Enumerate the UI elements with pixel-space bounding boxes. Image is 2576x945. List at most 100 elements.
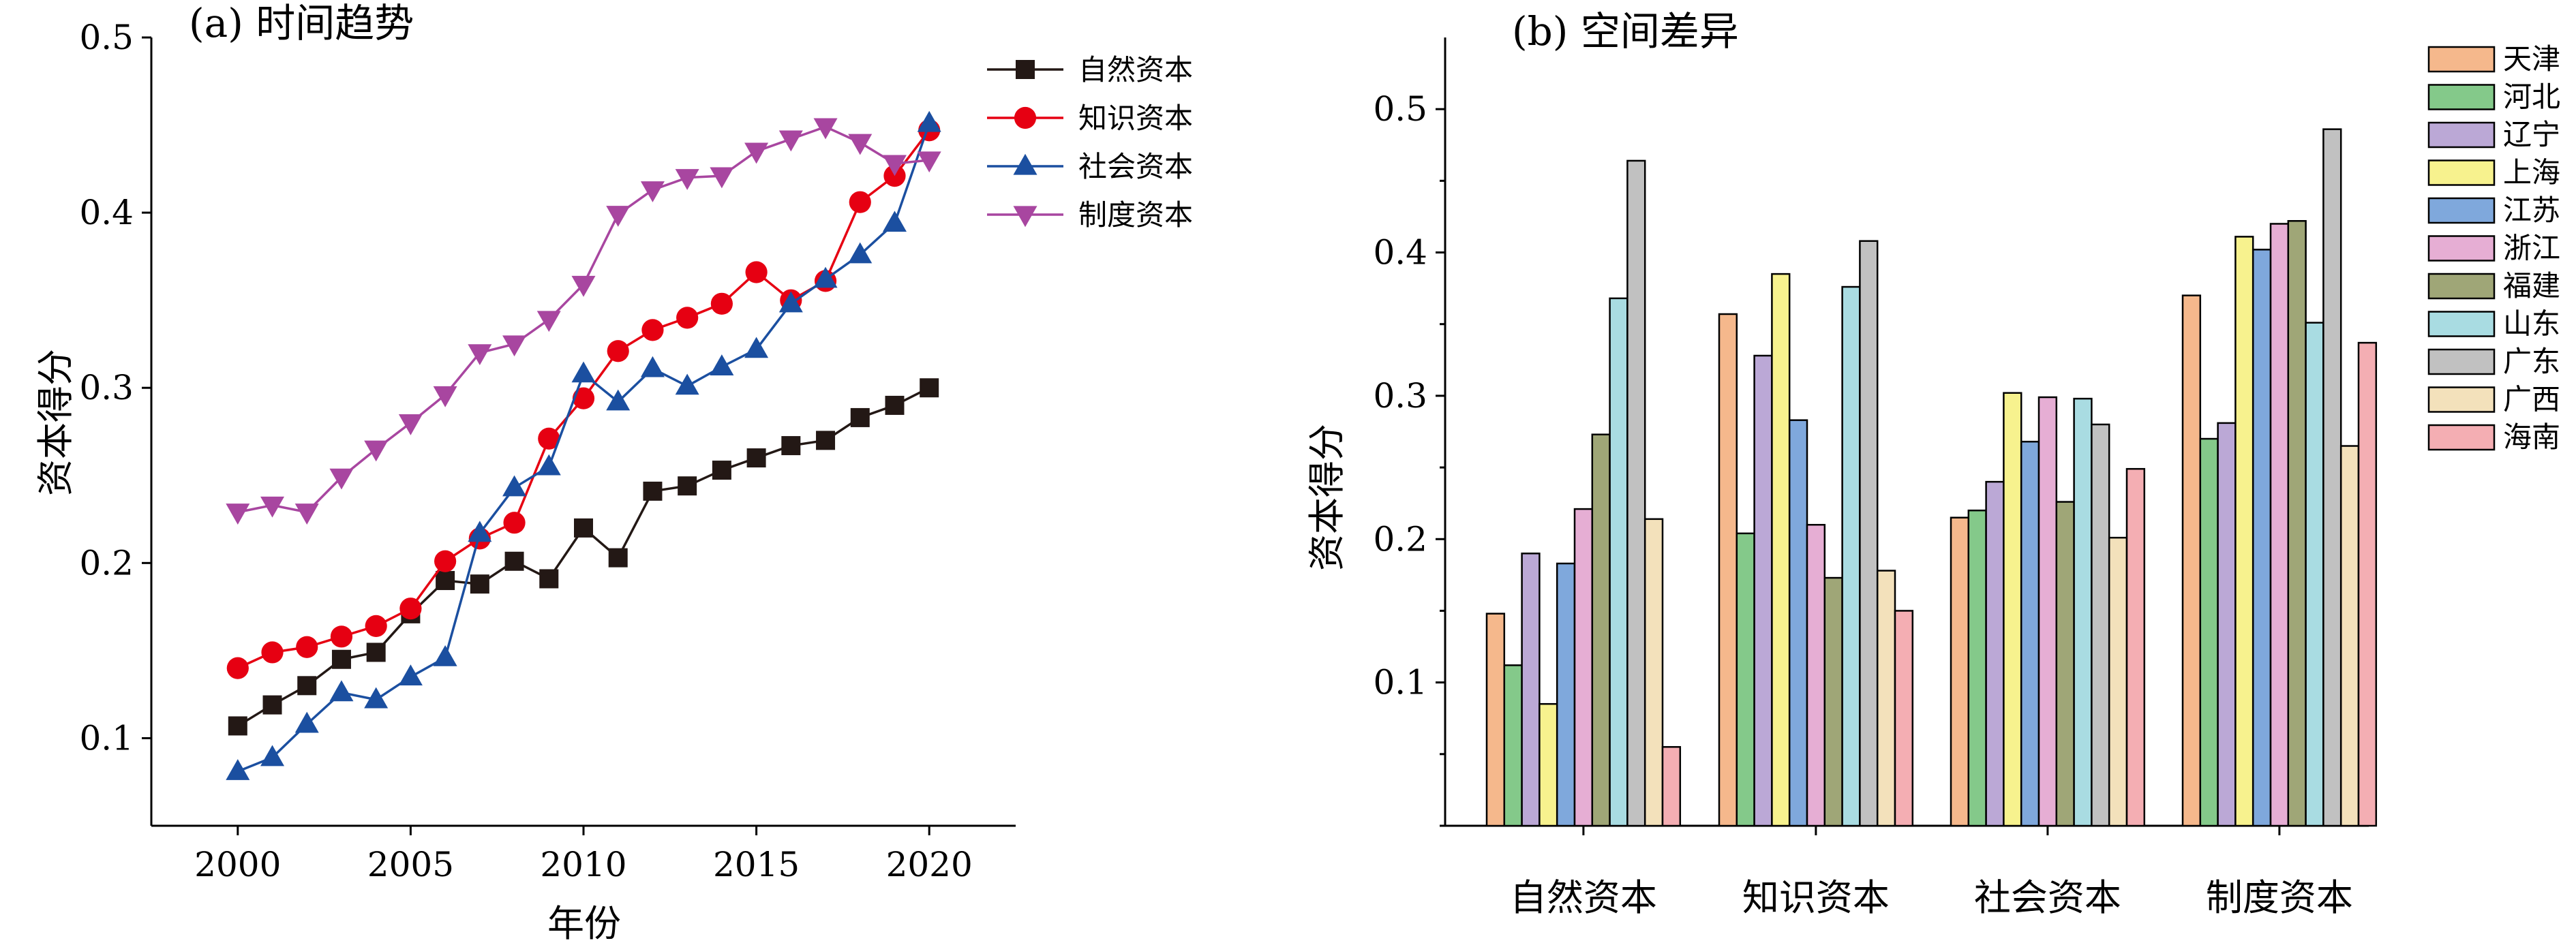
panel-b-legend-swatch [2427,159,2496,186]
panel-a-y-ticks: 0.1 0.2 0.3 0.4 0.5 [79,18,151,758]
panel-b-bar [2322,128,2342,827]
panel-a-data-point [778,291,803,313]
panel-a-data-point [574,518,593,538]
panel-b-bar [2357,341,2378,827]
panel-a-data-point [640,181,665,202]
panel-a-x-tick-label: 2010 [540,845,626,884]
panel-a-legend-marker [1013,206,1037,228]
panel-a-data-point [848,242,873,264]
panel-a-data-point [882,211,907,232]
panel-a-data-point [744,142,769,164]
panel-b-bar [2199,437,2219,827]
panel-b-bar [2003,392,2022,827]
panel-a-data-point [917,110,941,132]
panel-b-bar [1806,523,1826,827]
panel-b-bar [1503,664,1523,827]
panel-b-bar [1539,702,1558,827]
panel-a-data-point [364,687,389,709]
panel-a-legend-label: 制度资本 [1078,198,1193,232]
panel-a-data-point [882,155,907,176]
panel-a-data-point [606,206,631,227]
panel-b-bar [1967,509,1987,827]
panel-a-data-point [504,551,524,571]
panel-a-y-tick-label: 0.4 [79,193,134,232]
panel-a-data-point [331,649,351,669]
panel-a-data-point [848,134,873,155]
panel-b-legend-swatch [2427,197,2496,224]
panel-a-data-point [226,504,250,525]
panel-a-data-point [330,625,353,648]
panel-a-data-point [813,266,838,288]
panel-b-legend-label: 海南 [2503,420,2560,454]
panel-a-data-point [468,344,492,365]
panel-b-bar [2055,501,2075,827]
panel-b-bar [1643,518,1664,827]
panel-a-data-point [433,645,457,666]
panel-a-series-1 [226,119,941,679]
panel-a-data-point [571,361,596,383]
panel-b-category-labels: 自然资本 知识资本 社会资本 制度资本 [1510,826,2353,919]
panel-b-bar [2108,536,2128,827]
panel-b-bar [1609,297,1628,827]
panel-a-data-point [226,759,250,780]
panel-b-legend-swatch [2427,235,2496,262]
panel-b-bar [2287,220,2307,827]
panel-b-legend-label: 广东 [2503,345,2560,378]
panel-a-data-point [849,191,871,213]
panel-a-data-point [261,641,284,664]
panel-a-data-point [433,386,457,407]
panel-b-bar [2073,397,2093,827]
panel-b-bars [1485,128,2378,827]
panel-b-y-ticks: 0.1 0.2 0.3 0.4 0.5 [1373,89,1445,827]
panel-b-category-label: 知识资本 [1742,876,1890,919]
panel-b-legend-label: 福建 [2503,269,2560,303]
panel-a-data-point [712,461,731,480]
panel-b-legend-label: 广西 [2503,383,2560,416]
panel-a-data-point [608,548,628,568]
panel-a-data-point [364,440,389,462]
panel-a-y-tick-label: 0.3 [79,368,134,407]
panel-a-x-tick-label: 2005 [367,845,454,884]
panel-b-category-label: 自然资本 [1510,876,1657,919]
panel-b-bar [2252,249,2272,827]
panel-a-data-point [920,378,939,398]
panel-a-x-ticks: 2000 2005 2010 2015 2020 [194,826,973,884]
panel-a-data-point [228,716,247,736]
panel-b-bar [1736,532,1755,827]
panel-b-bar [2020,440,2040,827]
panel-b-y-axis-title: 资本得分 [1305,424,1348,571]
panel-b-y-tick-label: 0.1 [1373,663,1427,702]
panel-a-title: (a) 时间趋势 [189,0,414,46]
panel-a-data-point [778,130,803,152]
panel-b-bar [2269,223,2290,827]
panel-b-bar [1556,562,1576,827]
panel-a-data-point [366,642,386,662]
panel-a-data-point [226,657,249,679]
panel-b-y-tick-label: 0.5 [1373,89,1427,129]
panel-a-data-point [676,307,699,329]
panel-b-legend-swatch [2427,121,2496,149]
panel-b-bar [1626,159,1646,827]
panel-a-data-point [885,395,905,415]
panel-a-data-point [572,387,595,409]
panel-b-bar [1823,576,1843,827]
panel-b-bar [1521,553,1541,827]
panel-a-y-tick-label: 0.1 [79,718,134,758]
panel-b-bar [1788,419,1808,827]
panel-a-series-0 [228,378,939,736]
panel-a-data-point [710,292,733,315]
panel-a-line-chart: (a) 时间趋势 0.1 0.2 0.3 0.4 0.5 2000 2005 2010 201… [34,0,1193,945]
panel-b-legend-swatch [2427,273,2496,300]
panel-b-bar [2091,423,2110,827]
panel-a-data-point [436,571,455,591]
panel-a-series-2 [226,110,941,780]
panel-a-data-point [781,436,801,456]
panel-a-x-tick-label: 2015 [713,845,800,884]
panel-b-legend-label: 上海 [2503,156,2560,189]
panel-b-legend-label: 河北 [2503,80,2560,114]
panel-b-legend-swatch [2427,348,2496,375]
panel-b-bar [1859,240,1879,827]
panel-a-data-point [398,664,423,686]
